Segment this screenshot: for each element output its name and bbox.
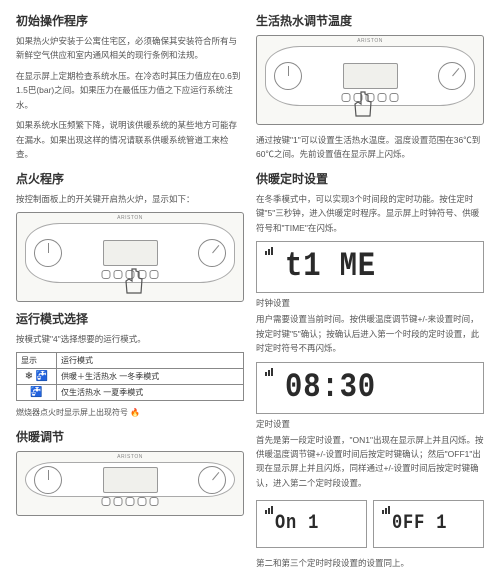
para-initial-1: 如果热火炉安装于公寓住宅区，必须确保其安装符合所有与新鲜空气供应和室内通风相关的… — [16, 34, 244, 63]
para-pair-note: 第二和第三个定时时段设置的设置同上。 — [256, 556, 484, 570]
burner-note: 燃烧器点火时显示屏上出现符号🔥 — [16, 407, 244, 420]
title-timer-setting: 供暖定时设置 — [256, 170, 484, 187]
panel-button — [390, 93, 399, 102]
title-dhw-temp: 生活热水调节温度 — [256, 12, 484, 29]
signal-bars-icon — [382, 506, 390, 514]
control-panel-ignition: ARISTON — [16, 212, 244, 302]
lcd-text: t1 ME — [285, 250, 376, 284]
hand-icon — [343, 86, 383, 126]
right-column: 生活热水调节温度 ARISTON 通过按键"1"可以设置生活热水温度。温度设置范… — [250, 12, 490, 530]
flame-icon: 🔥 — [130, 407, 140, 420]
brand-label: ARISTON — [117, 215, 143, 221]
lcd-text: 08:30 — [285, 371, 376, 405]
para-mode-1: 按模式键"4"选择想要的运行模式。 — [16, 332, 244, 346]
label-clock-setting: 时钟设置 — [256, 297, 484, 309]
left-dial-icon — [274, 62, 302, 90]
left-column: 初始操作程序 如果热火炉安装于公寓住宅区，必须确保其安装符合所有与新鲜空气供应和… — [10, 12, 250, 530]
panel-button — [114, 497, 123, 506]
panel-button — [138, 497, 147, 506]
panel-button — [150, 497, 159, 506]
lcd-display-time: t1 ME — [256, 241, 484, 293]
right-dial-icon — [198, 239, 226, 267]
signal-bars-icon — [265, 368, 273, 376]
right-dial-icon — [438, 62, 466, 90]
para-ignition-1: 按控制面板上的开关键开启热火炉，显示如下： — [16, 192, 244, 206]
panel-button-row — [102, 497, 159, 506]
lcd-display-clock: 08:30 — [256, 362, 484, 414]
signal-bars-icon — [265, 506, 273, 514]
para-dhw-1: 通过按键"1"可以设置生活热水温度。温度设置范围在36℃到60℃之间。先前设置值… — [256, 133, 484, 162]
panel-inner — [25, 462, 235, 497]
title-heating-adjust: 供暖调节 — [16, 428, 244, 445]
mode-text-winter: 供暖＋生活热水 一冬季模式 — [57, 369, 244, 385]
mode-table: 显示 运行模式 ❄ 🚰 供暖＋生活热水 一冬季模式 🚰 仅生活热水 一夏季模式 — [16, 352, 244, 401]
lcd-display-off1: 0FF 1 — [373, 500, 484, 548]
panel-lcd — [103, 467, 158, 493]
title-mode-select: 运行模式选择 — [16, 310, 244, 327]
control-panel-heating: ARISTON — [16, 451, 244, 516]
panel-button — [126, 497, 135, 506]
para-clock: 用户需要设置当前时间。按供暖温度调节键+/-来设置时间，按定时键"5"确认；按确… — [256, 312, 484, 355]
lcd-text: 0FF 1 — [392, 514, 447, 534]
title-initial-operation: 初始操作程序 — [16, 12, 244, 29]
panel-button — [102, 497, 111, 506]
lcd-display-on1: On 1 — [256, 500, 367, 548]
label-timer-setting: 定时设置 — [256, 418, 484, 430]
para-timer-detail: 首先是第一段定时设置，"ON1"出现在显示屏上并且闪烁。按供暖温度调节键+/-设… — [256, 433, 484, 491]
lcd-text: On 1 — [275, 514, 319, 534]
mode-table-header-mode: 运行模式 — [57, 353, 244, 369]
signal-bars-icon — [265, 247, 273, 255]
para-initial-2: 在显示屏上定期检查系统水压。在冷态时其压力值应在0.6到1.5巴(bar)之间。… — [16, 69, 244, 112]
mode-icon-winter: ❄ 🚰 — [17, 369, 57, 385]
brand-label: ARISTON — [357, 38, 383, 44]
left-dial-icon — [34, 466, 62, 494]
right-dial-icon — [198, 466, 226, 494]
mode-table-header-display: 显示 — [17, 353, 57, 369]
hand-icon — [114, 263, 154, 303]
para-initial-3: 如果系统水压频繁下降，说明该供暖系统的某些地方可能存在漏水。如果出现这样的情况请… — [16, 118, 244, 161]
panel-button — [102, 270, 111, 279]
left-dial-icon — [34, 239, 62, 267]
title-ignition: 点火程序 — [16, 170, 244, 187]
mode-icon-summer: 🚰 — [17, 385, 57, 401]
para-timer-1: 在冬季模式中，可以实现3个时间段的定时功能。按住定时键"5"三秒钟，进入供暖定时… — [256, 192, 484, 235]
brand-label: ARISTON — [117, 454, 143, 460]
mode-text-summer: 仅生活热水 一夏季模式 — [57, 385, 244, 401]
control-panel-dhw: ARISTON — [256, 35, 484, 125]
lcd-pair: On 1 0FF 1 — [256, 496, 484, 552]
